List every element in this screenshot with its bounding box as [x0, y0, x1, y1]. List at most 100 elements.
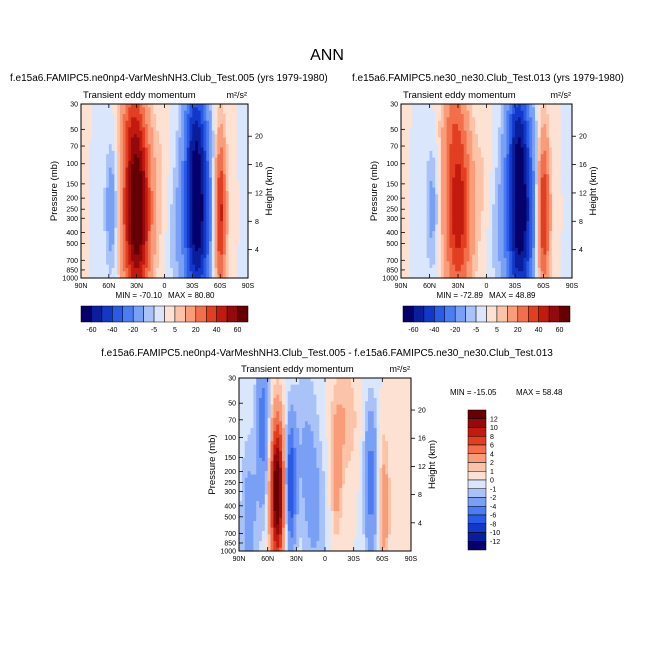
- contour-cell: [189, 191, 193, 195]
- contour-cell: [195, 201, 199, 205]
- contour-cell: [117, 224, 121, 229]
- contour-cell: [222, 184, 227, 189]
- contour-cell: [92, 184, 96, 189]
- contour-cell: [245, 140, 249, 145]
- contour-cell: [220, 247, 224, 252]
- contour-cell: [217, 170, 221, 175]
- contour-cell: [167, 194, 171, 199]
- contour-cell: [557, 104, 562, 108]
- contour-cell: [203, 167, 207, 172]
- contour-cell: [145, 197, 149, 202]
- contour-cell: [83, 187, 88, 192]
- contour-cell: [145, 150, 149, 155]
- contour-cell: [94, 201, 99, 205]
- contour-cell: [128, 211, 132, 216]
- contour-cell: [220, 204, 224, 209]
- contour-cell: [128, 247, 132, 252]
- contour-cell: [420, 107, 425, 112]
- contour-cell: [172, 267, 177, 272]
- contour-cell: [89, 150, 93, 155]
- contour-cell: [214, 170, 218, 175]
- contour-cell: [234, 221, 238, 226]
- contour-cell: [111, 170, 115, 175]
- contour-cell: [164, 221, 168, 226]
- contour-cell: [214, 150, 218, 155]
- contour-cell: [183, 207, 188, 212]
- contour-cell: [131, 194, 135, 199]
- contour-cell: [142, 207, 146, 212]
- contour-cell: [133, 191, 138, 195]
- contour-cell: [108, 184, 113, 189]
- contour-cell: [128, 160, 132, 165]
- contour-cell: [236, 167, 241, 172]
- contour-cell: [192, 127, 196, 132]
- contour-cell: [203, 241, 207, 246]
- contour-cell: [106, 107, 110, 112]
- contour-cell: [181, 114, 185, 118]
- contour-cell: [92, 214, 96, 219]
- contour-cell: [175, 147, 180, 152]
- contour-cell: [183, 214, 188, 219]
- contour-cell: [97, 221, 102, 226]
- contour-cell: [117, 191, 121, 195]
- contour-cell: [443, 110, 448, 115]
- contour-cell: [181, 167, 185, 172]
- contour-cell: [131, 120, 135, 125]
- contour-cell: [89, 177, 93, 182]
- contour-cell: [189, 180, 193, 185]
- contour-cell: [106, 114, 110, 118]
- contour-cell: [234, 271, 238, 276]
- contour-cell: [86, 170, 90, 175]
- contour-cell: [161, 191, 166, 195]
- contour-cell: [197, 227, 202, 232]
- contour-cell: [139, 214, 143, 219]
- contour-cell: [220, 211, 224, 216]
- contour-cell: [206, 114, 210, 118]
- contour-cell: [569, 104, 573, 108]
- contour-cell: [145, 234, 149, 239]
- contour-cell: [183, 124, 188, 129]
- contour-cell: [455, 104, 459, 108]
- contour-cell: [81, 211, 85, 216]
- contour-cell: [150, 231, 154, 236]
- contour-cell: [86, 214, 90, 219]
- contour-cell: [133, 257, 138, 262]
- contour-cell: [125, 241, 129, 246]
- contour-cell: [94, 104, 99, 108]
- contour-cell: [209, 241, 213, 246]
- contour-cell: [114, 147, 118, 152]
- contour-cell: [133, 204, 138, 209]
- contour-cell: [83, 257, 88, 262]
- contour-cell: [100, 137, 104, 142]
- contour-cell: [142, 147, 146, 152]
- contour-cell: [170, 207, 174, 212]
- contour-cell: [156, 247, 160, 252]
- contour-cell: [103, 231, 107, 236]
- contour-cell: [242, 174, 246, 179]
- contour-cell: [161, 110, 166, 115]
- y-tick-label: 400: [66, 230, 78, 237]
- contour-cell: [172, 271, 177, 276]
- contour-cell: [211, 244, 216, 249]
- contour-cell: [200, 271, 205, 276]
- contour-cell: [181, 254, 185, 259]
- contour-cell: [234, 261, 238, 266]
- y2-axis-title: Height (km): [264, 166, 275, 215]
- contour-cell: [164, 257, 168, 262]
- contour-cell: [114, 120, 118, 125]
- contour-cell: [423, 110, 428, 115]
- contour-cell: [172, 124, 177, 129]
- contour-cell: [167, 244, 171, 249]
- contour-cell: [239, 191, 244, 195]
- contour-cell: [164, 251, 168, 256]
- contour-cell: [89, 127, 93, 132]
- contour-cell: [114, 267, 118, 272]
- contour-cell: [245, 251, 249, 256]
- contour-cell: [131, 164, 135, 169]
- contour-cell: [206, 201, 210, 205]
- contour-cell: [217, 214, 221, 219]
- contour-cell: [203, 254, 207, 259]
- contour-cell: [206, 217, 210, 222]
- contour-cell: [189, 127, 193, 132]
- contour-cell: [147, 180, 152, 185]
